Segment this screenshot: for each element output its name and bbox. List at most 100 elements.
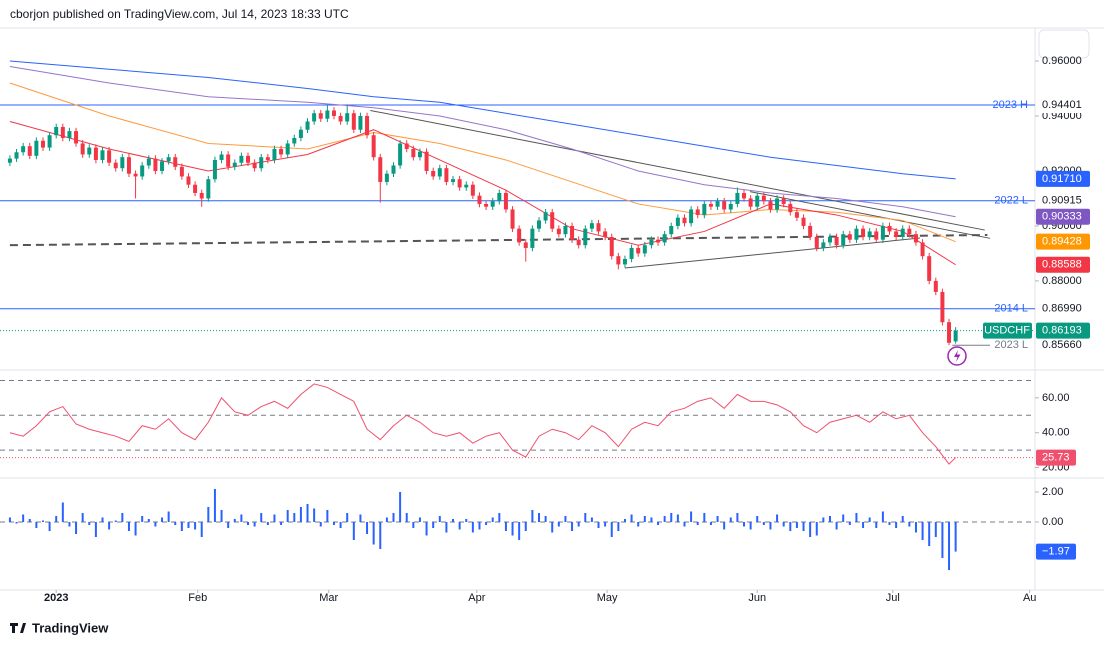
macd-bar xyxy=(240,514,243,522)
candle-body xyxy=(27,146,32,156)
candle-body xyxy=(841,234,846,246)
level-value: 0.86990 xyxy=(1042,303,1082,315)
y-tick-label: 0.88000 xyxy=(1042,275,1082,287)
candle-body xyxy=(735,192,740,204)
macd-bar xyxy=(359,514,362,522)
macd-bar xyxy=(352,521,355,541)
level-badge xyxy=(1036,337,1088,354)
macd-bar xyxy=(643,515,646,522)
moving-average xyxy=(9,60,956,180)
trendline xyxy=(624,237,920,269)
level-badge xyxy=(1036,192,1088,209)
settings-button[interactable] xyxy=(1038,29,1090,59)
candle-body xyxy=(126,157,131,174)
macd-bar xyxy=(683,521,686,527)
symbol-badge xyxy=(983,322,1032,339)
macd-bar xyxy=(524,521,527,531)
candle-body xyxy=(821,242,826,248)
candle-body xyxy=(173,157,178,167)
macd-bar xyxy=(366,521,369,534)
header-text: cborjon published on TradingView.com, Ju… xyxy=(10,7,349,21)
macd-bar xyxy=(207,506,210,522)
candle-body xyxy=(808,225,813,237)
macd-bar xyxy=(438,515,441,522)
last-price-badge xyxy=(1036,322,1090,339)
candle-body xyxy=(530,228,535,248)
candle-body xyxy=(451,179,456,182)
candle-body xyxy=(669,225,674,235)
candle-body xyxy=(887,225,892,232)
logo-mark xyxy=(10,623,26,633)
macd-bar xyxy=(862,521,865,528)
macd-bar xyxy=(379,521,382,550)
badges: 2023 H 0.94401 2022 L 0.90915 2014 L 0.86990 2… xyxy=(983,96,1090,560)
macd-bar xyxy=(478,521,481,530)
alert-bolt xyxy=(954,350,961,362)
candle-body xyxy=(550,212,555,229)
moving-average xyxy=(9,120,956,266)
price-badge xyxy=(1036,256,1090,273)
candle-body xyxy=(656,239,661,243)
rsi-badge xyxy=(1036,449,1076,466)
candle-body xyxy=(219,154,224,160)
macd-bar xyxy=(48,521,51,531)
macd-bar xyxy=(167,511,170,522)
macd-bar xyxy=(868,517,871,522)
candle-body xyxy=(153,158,158,171)
macd-bar xyxy=(650,517,653,522)
price-badge xyxy=(1036,233,1090,250)
candle-body xyxy=(596,223,601,232)
macd-bar xyxy=(15,521,18,524)
footer-brand: TradingView xyxy=(32,620,109,635)
candle-body xyxy=(133,173,138,177)
candle-body xyxy=(120,157,125,169)
candle-body xyxy=(517,228,522,243)
macd-bar xyxy=(789,521,792,531)
candle-body xyxy=(312,113,317,122)
candle-body xyxy=(728,203,733,210)
macd-bar xyxy=(94,521,97,538)
candle-body xyxy=(232,162,237,167)
macd-bar xyxy=(756,515,759,522)
macd-bar xyxy=(703,512,706,522)
macd-bar xyxy=(161,517,164,522)
macd-bar xyxy=(709,521,712,525)
trendline xyxy=(749,191,991,239)
macd-bar xyxy=(597,521,600,528)
candle-body xyxy=(40,140,45,148)
macd-bar xyxy=(339,521,342,528)
macd-bar xyxy=(194,521,197,530)
price-badge-value: 0.89428 xyxy=(1042,236,1082,248)
macd-bar xyxy=(313,508,316,522)
candle-body xyxy=(345,113,350,122)
macd-bar xyxy=(743,521,746,527)
candle-body xyxy=(437,168,442,177)
macd-bar xyxy=(498,512,501,522)
candle-body xyxy=(953,330,958,342)
macd-bar xyxy=(35,521,38,528)
macd-bar xyxy=(537,512,540,522)
macd-bar xyxy=(253,521,256,527)
candle-body xyxy=(338,115,343,122)
candle-body xyxy=(616,256,621,265)
candle-body xyxy=(331,110,336,116)
macd-bar xyxy=(557,521,560,527)
macd-bar xyxy=(822,517,825,522)
macd-bar xyxy=(564,515,567,522)
candle-body xyxy=(649,239,654,246)
macd-bar xyxy=(108,521,111,530)
candle-body xyxy=(146,158,151,166)
macd-bar xyxy=(306,503,309,522)
level-badge xyxy=(1036,96,1088,113)
candle-body xyxy=(702,203,707,215)
candle-body xyxy=(259,157,264,169)
macd-bar xyxy=(637,521,640,527)
candle-body xyxy=(814,236,819,248)
macd-bar xyxy=(22,514,25,522)
rsi-tick-label: 40.00 xyxy=(1042,427,1070,439)
candle-body xyxy=(325,110,330,119)
macd-bar xyxy=(491,517,494,522)
macd-bar xyxy=(716,515,719,522)
candle-body xyxy=(107,150,112,163)
